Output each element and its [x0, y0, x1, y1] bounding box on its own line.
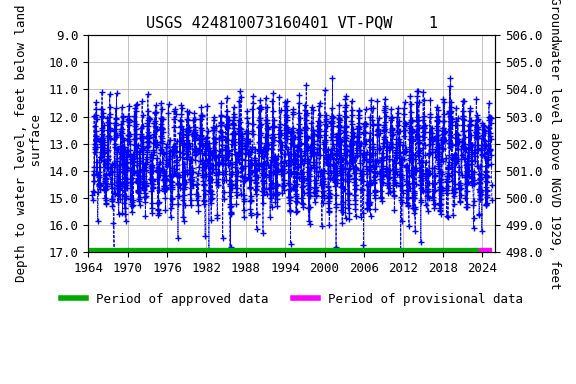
Y-axis label: Groundwater level above NGVD 1929, feet: Groundwater level above NGVD 1929, feet	[548, 0, 561, 290]
Legend: Period of approved data, Period of provisional data: Period of approved data, Period of provi…	[55, 288, 528, 311]
Title: USGS 424810073160401 VT-PQW    1: USGS 424810073160401 VT-PQW 1	[146, 15, 438, 30]
Y-axis label: Depth to water level, feet below land
 surface: Depth to water level, feet below land su…	[15, 5, 43, 282]
